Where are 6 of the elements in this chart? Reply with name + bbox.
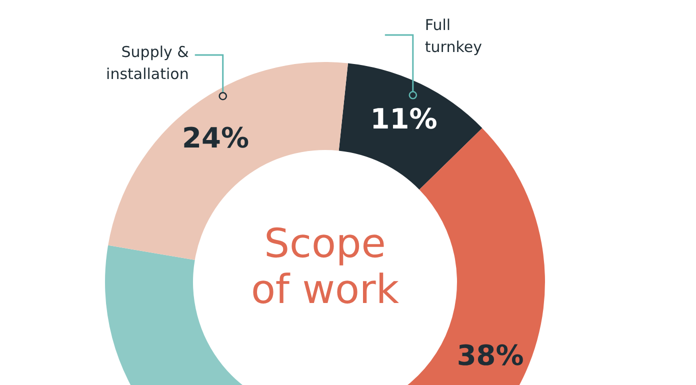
data-label: 11% bbox=[370, 102, 438, 136]
slice-label: Supply & installation bbox=[106, 43, 190, 83]
data-label: 24% bbox=[182, 121, 250, 154]
data-label: 38% bbox=[456, 339, 524, 372]
slice-label: Full turnkey bbox=[424, 16, 482, 56]
text: Scope of work bbox=[250, 221, 400, 313]
